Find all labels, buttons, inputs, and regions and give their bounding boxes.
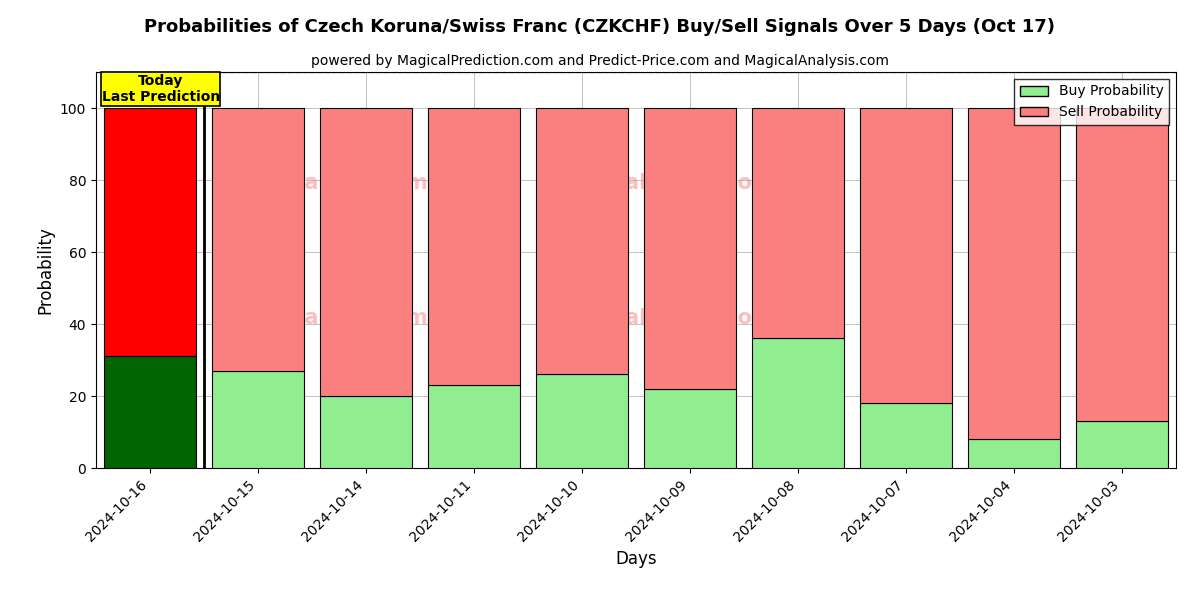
Bar: [968, 439, 1060, 468]
Text: MagicalPrediction.com: MagicalPrediction.com: [557, 173, 823, 193]
Text: calAnalysis.com: calAnalysis.com: [240, 308, 427, 328]
Bar: [212, 371, 304, 468]
Bar: [1076, 108, 1168, 421]
Text: m: m: [1036, 173, 1057, 193]
Bar: [860, 403, 952, 468]
Text: calAnalysis.com: calAnalysis.com: [240, 173, 427, 193]
Legend: Buy Probability, Sell Probability: Buy Probability, Sell Probability: [1014, 79, 1169, 125]
Bar: [320, 396, 412, 468]
Bar: [860, 108, 952, 403]
Y-axis label: Probability: Probability: [36, 226, 54, 314]
Bar: [536, 374, 628, 468]
Text: powered by MagicalPrediction.com and Predict-Price.com and MagicalAnalysis.com: powered by MagicalPrediction.com and Pre…: [311, 54, 889, 68]
Bar: [752, 338, 844, 468]
FancyBboxPatch shape: [101, 72, 221, 106]
Bar: [428, 385, 520, 468]
Bar: [104, 356, 196, 468]
Bar: [104, 108, 196, 356]
Bar: [752, 108, 844, 338]
Text: Probabilities of Czech Koruna/Swiss Franc (CZKCHF) Buy/Sell Signals Over 5 Days : Probabilities of Czech Koruna/Swiss Fran…: [144, 18, 1056, 36]
Bar: [968, 108, 1060, 439]
Bar: [1076, 421, 1168, 468]
Bar: [536, 108, 628, 374]
Bar: [320, 108, 412, 396]
Bar: [428, 108, 520, 385]
X-axis label: Days: Days: [616, 550, 656, 568]
Bar: [644, 389, 736, 468]
Bar: [212, 108, 304, 371]
Text: MagicalPrediction.com: MagicalPrediction.com: [557, 308, 823, 328]
Bar: [644, 108, 736, 389]
Text: Today
Last Prediction: Today Last Prediction: [102, 74, 220, 104]
